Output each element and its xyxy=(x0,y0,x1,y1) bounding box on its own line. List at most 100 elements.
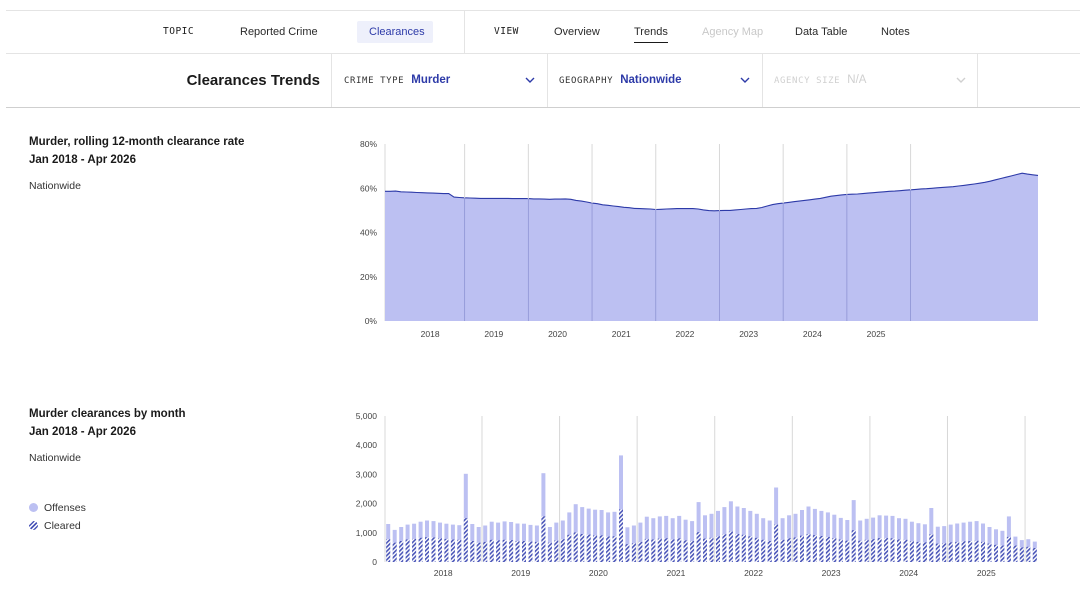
topic-reported-crime[interactable]: Reported Crime xyxy=(240,26,318,38)
cleared-bar xyxy=(522,541,526,562)
cleared-bar xyxy=(651,539,656,562)
cleared-bar xyxy=(625,544,630,562)
cleared-bar xyxy=(1026,546,1031,562)
y-tick-label: 60% xyxy=(360,183,377,193)
y-tick-label: 0% xyxy=(365,316,378,326)
monthly-chart-title: Murder clearances by month xyxy=(29,408,186,420)
x-tick-label: 2020 xyxy=(589,568,608,578)
cleared-bar xyxy=(987,543,992,562)
tab-overview[interactable]: Overview xyxy=(554,26,600,38)
geography-value: Nationwide xyxy=(620,74,682,86)
y-tick-label: 20% xyxy=(360,272,377,282)
cleared-bar xyxy=(580,534,585,562)
cleared-bar xyxy=(657,538,662,562)
geography-select[interactable]: GEOGRAPHY Nationwide xyxy=(559,54,763,107)
cleared-bar xyxy=(897,539,901,562)
x-tick-label: 2018 xyxy=(421,329,440,339)
y-tick-label: 5,000 xyxy=(356,411,378,421)
x-tick-label: 2019 xyxy=(484,329,503,339)
rate-chart-geography: Nationwide xyxy=(29,180,81,192)
x-tick-label: 2020 xyxy=(548,329,567,339)
tab-trends[interactable]: Trends xyxy=(634,11,668,53)
cleared-bar xyxy=(903,539,908,562)
cleared-bar xyxy=(470,541,475,562)
cleared-bar xyxy=(528,541,533,562)
cleared-bar xyxy=(612,536,617,562)
rate-chart-range: Jan 2018 - Apr 2026 xyxy=(29,154,136,166)
y-tick-label: 4,000 xyxy=(356,440,378,450)
cleared-bar xyxy=(884,538,889,562)
cleared-bar xyxy=(748,536,753,562)
cleared-bar xyxy=(405,539,410,562)
cleared-bar xyxy=(716,536,720,562)
offenses-bar xyxy=(463,473,468,562)
cleared-bar xyxy=(386,539,391,562)
crime-type-value: Murder xyxy=(411,74,451,86)
crime-type-label: CRIME TYPE xyxy=(344,76,405,86)
cleared-bar xyxy=(968,541,973,562)
cleared-bar xyxy=(864,539,869,562)
legend-item-cleared: Cleared xyxy=(29,519,81,533)
agency-size-value: N/A xyxy=(847,74,867,86)
cleared-bar xyxy=(955,541,960,562)
chevron-down-icon xyxy=(525,77,535,83)
chevron-down-icon xyxy=(740,77,750,83)
x-tick-label: 2021 xyxy=(612,329,631,339)
clearance-rate-area-chart: 0% 20% 40% 60% 80% 2018 2019 2020 2021 2022 2023 20… xyxy=(360,139,1039,339)
cleared-bar xyxy=(728,531,733,562)
topic-clearances[interactable]: Clearances xyxy=(369,26,425,38)
cleared-bar xyxy=(722,534,727,562)
cleared-bar xyxy=(994,544,998,562)
y-tick-label: 3,000 xyxy=(356,469,378,479)
y-tick-label: 1,000 xyxy=(356,528,378,538)
cleared-bar xyxy=(703,538,707,562)
cleared-bar xyxy=(515,541,520,562)
legend-label-cleared: Cleared xyxy=(44,520,81,532)
cleared-bar xyxy=(664,538,669,562)
cleared-bar xyxy=(929,534,934,562)
solid-circle-icon xyxy=(29,503,38,512)
cleared-bar xyxy=(922,542,927,562)
tab-active-underline xyxy=(634,42,668,43)
cleared-bar xyxy=(677,538,682,562)
legend-item-offenses: Offenses xyxy=(29,501,86,515)
cleared-bar xyxy=(619,509,623,562)
cleared-bar xyxy=(476,542,481,562)
cleared-bar xyxy=(438,538,442,562)
cleared-bar xyxy=(496,540,501,562)
cleared-bar xyxy=(483,541,488,562)
cleared-bar xyxy=(599,535,604,562)
cleared-bar xyxy=(942,543,947,562)
x-tick-label: 2024 xyxy=(803,329,822,339)
cleared-bar xyxy=(412,538,417,562)
topic-label: TOPIC xyxy=(163,26,195,37)
x-tick-label: 2025 xyxy=(977,568,996,578)
cleared-bar xyxy=(845,540,850,562)
cleared-bar xyxy=(806,534,811,562)
cleared-bar xyxy=(567,534,572,562)
x-tick-label: 2018 xyxy=(434,568,453,578)
tab-notes[interactable]: Notes xyxy=(881,26,910,38)
cleared-bar xyxy=(1013,545,1018,562)
cleared-bar xyxy=(606,536,611,562)
cleared-bar xyxy=(444,538,449,562)
offenses-bar xyxy=(696,502,701,562)
cleared-bar xyxy=(871,539,876,562)
crime-type-select[interactable]: CRIME TYPE Murder xyxy=(344,54,548,107)
filter-divider xyxy=(547,54,548,107)
cleared-bar xyxy=(909,541,914,562)
cleared-bar xyxy=(974,540,979,562)
cleared-bar xyxy=(981,541,985,562)
filter-bar: Clearances Trends CRIME TYPE Murder GEOG… xyxy=(6,54,1080,108)
cleared-bar xyxy=(935,543,940,562)
cleared-bar xyxy=(457,539,462,562)
nav-divider xyxy=(464,11,465,53)
rate-chart-title: Murder, rolling 12-month clearance rate xyxy=(29,136,245,148)
tab-data-table[interactable]: Data Table xyxy=(795,26,848,38)
cleared-bar xyxy=(948,542,953,562)
cleared-bar xyxy=(509,540,514,562)
clearance-rate-line xyxy=(385,172,1039,212)
offenses-bar xyxy=(619,455,623,562)
cleared-bar xyxy=(961,541,966,562)
x-tick-label: 2022 xyxy=(675,329,694,339)
